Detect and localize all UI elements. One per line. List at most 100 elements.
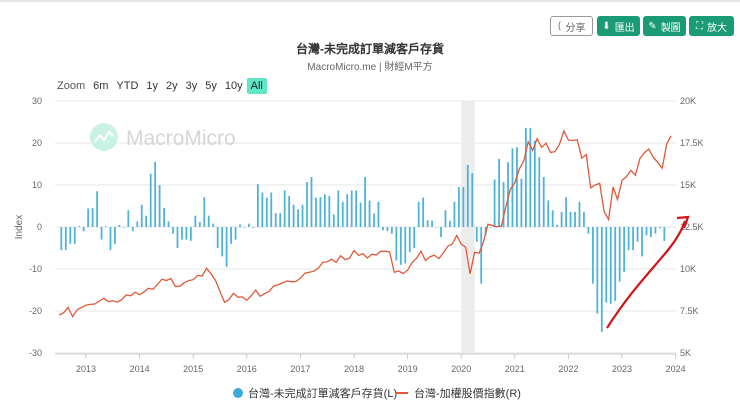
bar (605, 227, 608, 303)
bar (78, 226, 81, 227)
range-5y[interactable]: 5y (205, 80, 217, 92)
bar (516, 147, 518, 227)
bar (118, 224, 121, 227)
bar (100, 227, 103, 240)
bar (359, 202, 362, 227)
bar (614, 227, 617, 301)
legend: 台灣-未完成訂單減客戶存貨(L) 台灣-加權股價指數(R) (233, 386, 521, 400)
bar (198, 221, 201, 227)
bar (538, 157, 541, 227)
bar (435, 227, 438, 228)
bar (627, 227, 630, 251)
bar (466, 164, 469, 227)
legend-bar-series[interactable]: 台灣-未完成訂單減客戶存貨(L) (248, 386, 397, 400)
bar (91, 208, 94, 227)
x-tick-label: 2017 (290, 364, 310, 374)
bar (301, 204, 304, 227)
bar (395, 227, 398, 261)
bar (172, 227, 174, 234)
bar (431, 220, 433, 227)
bar (417, 201, 420, 227)
x-tick-label: 2016 (237, 364, 257, 374)
bar (252, 227, 255, 228)
bar (377, 201, 380, 227)
export-button[interactable]: ⬇ 匯出 (597, 16, 640, 36)
range-all[interactable]: All (246, 78, 267, 94)
bar (556, 224, 559, 227)
x-tick-label: 2021 (505, 364, 525, 374)
range-1y[interactable]: 1y (146, 80, 159, 92)
y2-tick-label: 7.5K (680, 306, 699, 316)
bar (645, 227, 648, 236)
bar (181, 227, 183, 240)
range-2y[interactable]: 2y (166, 80, 178, 92)
bar (274, 213, 277, 227)
range-selector: Zoom 6m YTD 1y 2y 3y 5y 10y All (53, 78, 267, 94)
bar (306, 182, 308, 227)
bar (167, 221, 170, 227)
draw-button[interactable]: ✎ 製圖 (643, 16, 686, 36)
bar (373, 213, 375, 227)
legend-line-series[interactable]: 台灣-加權股價指數(R) (414, 386, 521, 400)
range-6m[interactable]: 6m (93, 80, 109, 92)
bar (127, 210, 130, 227)
bar (283, 190, 286, 227)
range-ytd[interactable]: YTD (116, 80, 139, 92)
x-tick-label: 2018 (344, 364, 364, 374)
share-icon: ⟨ (557, 20, 562, 32)
bar (475, 227, 478, 242)
bar (600, 227, 603, 332)
bar (560, 211, 563, 227)
bar (297, 209, 299, 227)
bar (507, 162, 509, 227)
bar (189, 227, 192, 241)
bar (288, 195, 291, 227)
bar (623, 227, 626, 272)
bar (493, 179, 496, 227)
bar (346, 194, 349, 227)
y2-tick-label: 12.5K (680, 222, 704, 232)
bar (498, 158, 500, 227)
bar (382, 227, 384, 231)
bar (408, 227, 411, 253)
bar (337, 190, 340, 227)
bar (140, 204, 143, 227)
bar (386, 227, 389, 232)
bar (163, 208, 165, 227)
bar (449, 220, 451, 227)
y-axis-title: Index (14, 215, 25, 239)
chart-subtitle: MacroMicro.me | 財經M平方 (307, 62, 433, 73)
bar (650, 227, 652, 238)
annotation-arrowhead-icon (676, 215, 690, 229)
x-tick-label: 2024 (666, 364, 686, 374)
bar (502, 182, 505, 227)
watermark-text: MacroMicro (126, 127, 236, 150)
bar (471, 173, 474, 227)
share-button[interactable]: ⟨ 分享 (550, 16, 593, 36)
bar (551, 210, 554, 227)
bar (315, 197, 317, 227)
bar (279, 213, 282, 227)
bar (239, 224, 241, 227)
watermark-chart-icon (94, 130, 114, 143)
expand-button[interactable]: ⛶ 放大 (689, 16, 734, 36)
watermark: MacroMicro (90, 123, 236, 151)
fullscreen-icon: ⛶ (696, 20, 703, 32)
bar (390, 227, 393, 234)
bar (547, 200, 550, 227)
range-10y[interactable]: 10y (224, 80, 243, 92)
bar (225, 227, 228, 267)
bar (457, 187, 460, 227)
bar (248, 223, 250, 227)
y-tick-label: 0 (37, 222, 42, 232)
x-tick-label: 2019 (398, 364, 418, 374)
y-tick-label: -10 (29, 264, 42, 274)
bar (243, 227, 246, 228)
pencil-icon: ✎ (648, 20, 657, 32)
bar (350, 190, 353, 227)
range-3y[interactable]: 3y (185, 80, 198, 92)
bar (489, 227, 492, 228)
bar (364, 177, 366, 227)
bar (292, 204, 295, 227)
bar (230, 227, 232, 244)
